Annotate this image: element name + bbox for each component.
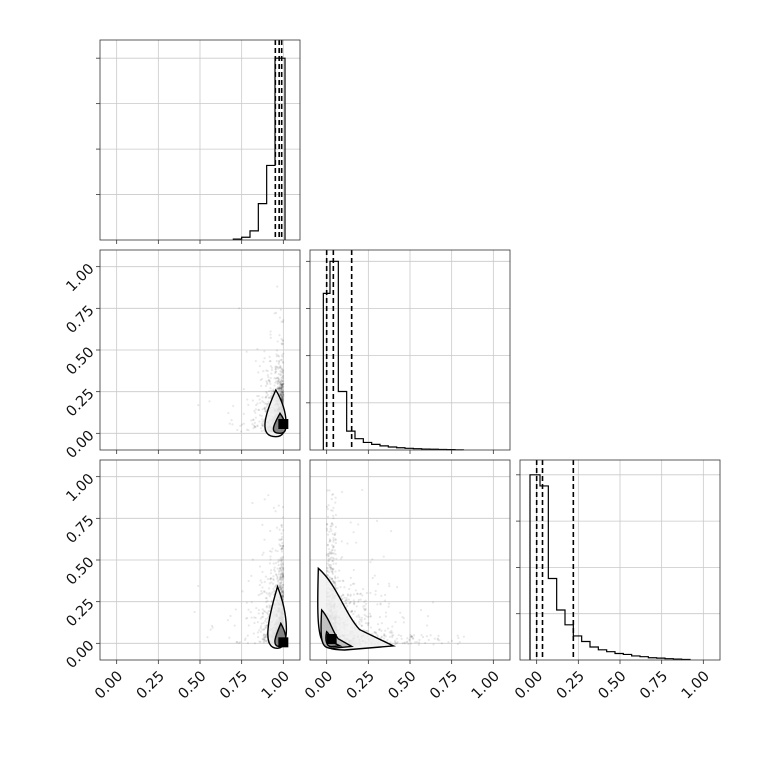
y-tick-label: 0.50 bbox=[64, 344, 98, 378]
y-tick-label: 0.75 bbox=[64, 513, 98, 547]
x-tick-label: 0.50 bbox=[175, 668, 209, 702]
scatter-panel-1-2: 0.00 0.25 0.50 0.75 1.00 bbox=[302, 459, 511, 702]
density-peak bbox=[326, 634, 337, 644]
x-tick-label: 0.75 bbox=[637, 668, 671, 702]
histogram-steps bbox=[529, 474, 691, 661]
histogram-panel-1 bbox=[306, 249, 511, 454]
histogram-panel-0 bbox=[96, 39, 301, 244]
contour-group bbox=[267, 584, 289, 650]
x-tick-label: 0.00 bbox=[512, 668, 546, 702]
histogram-panel-2: 0.00 0.25 0.50 0.75 1.00 bbox=[512, 459, 721, 702]
x-tick-label: 0.25 bbox=[134, 668, 168, 702]
y-tick-label: 1.00 bbox=[64, 471, 98, 505]
y-tick-label: 0.50 bbox=[64, 554, 98, 588]
density-peak bbox=[278, 419, 289, 429]
x-tick-label: 0.00 bbox=[92, 668, 126, 702]
x-tick-label: 1.00 bbox=[679, 668, 713, 702]
histogram-steps bbox=[322, 260, 464, 451]
x-tick-label: 0.50 bbox=[595, 668, 629, 702]
density-peak bbox=[278, 637, 289, 648]
y-tick-label: 0.25 bbox=[64, 596, 98, 630]
x-tick-label: 1.00 bbox=[469, 668, 503, 702]
y-tick-label: 0.25 bbox=[64, 386, 98, 420]
y-tick-label: 0.00 bbox=[64, 638, 98, 672]
x-tick-label: 1.00 bbox=[259, 668, 293, 702]
x-tick-label: 0.75 bbox=[217, 668, 251, 702]
x-tick-label: 0.00 bbox=[302, 668, 336, 702]
x-tick-label: 0.50 bbox=[385, 668, 419, 702]
contour-group bbox=[264, 388, 289, 438]
contour-outer bbox=[317, 566, 396, 651]
y-tick-label: 0.00 bbox=[64, 428, 98, 462]
scatter-panel-0-1: 0.00 0.25 0.50 0.75 1.00 bbox=[64, 249, 301, 462]
x-tick-label: 0.25 bbox=[554, 668, 588, 702]
y-tick-label: 1.00 bbox=[64, 261, 98, 295]
x-tick-label: 0.75 bbox=[427, 668, 461, 702]
histogram-steps bbox=[232, 57, 286, 240]
x-tick-label: 0.25 bbox=[344, 668, 378, 702]
scatter-panel-0-2: 0.00 0.25 0.50 0.75 1.000.000.250.500.751.00 bbox=[64, 459, 301, 702]
y-tick-label: 0.75 bbox=[64, 303, 98, 337]
contour-group bbox=[317, 566, 396, 651]
